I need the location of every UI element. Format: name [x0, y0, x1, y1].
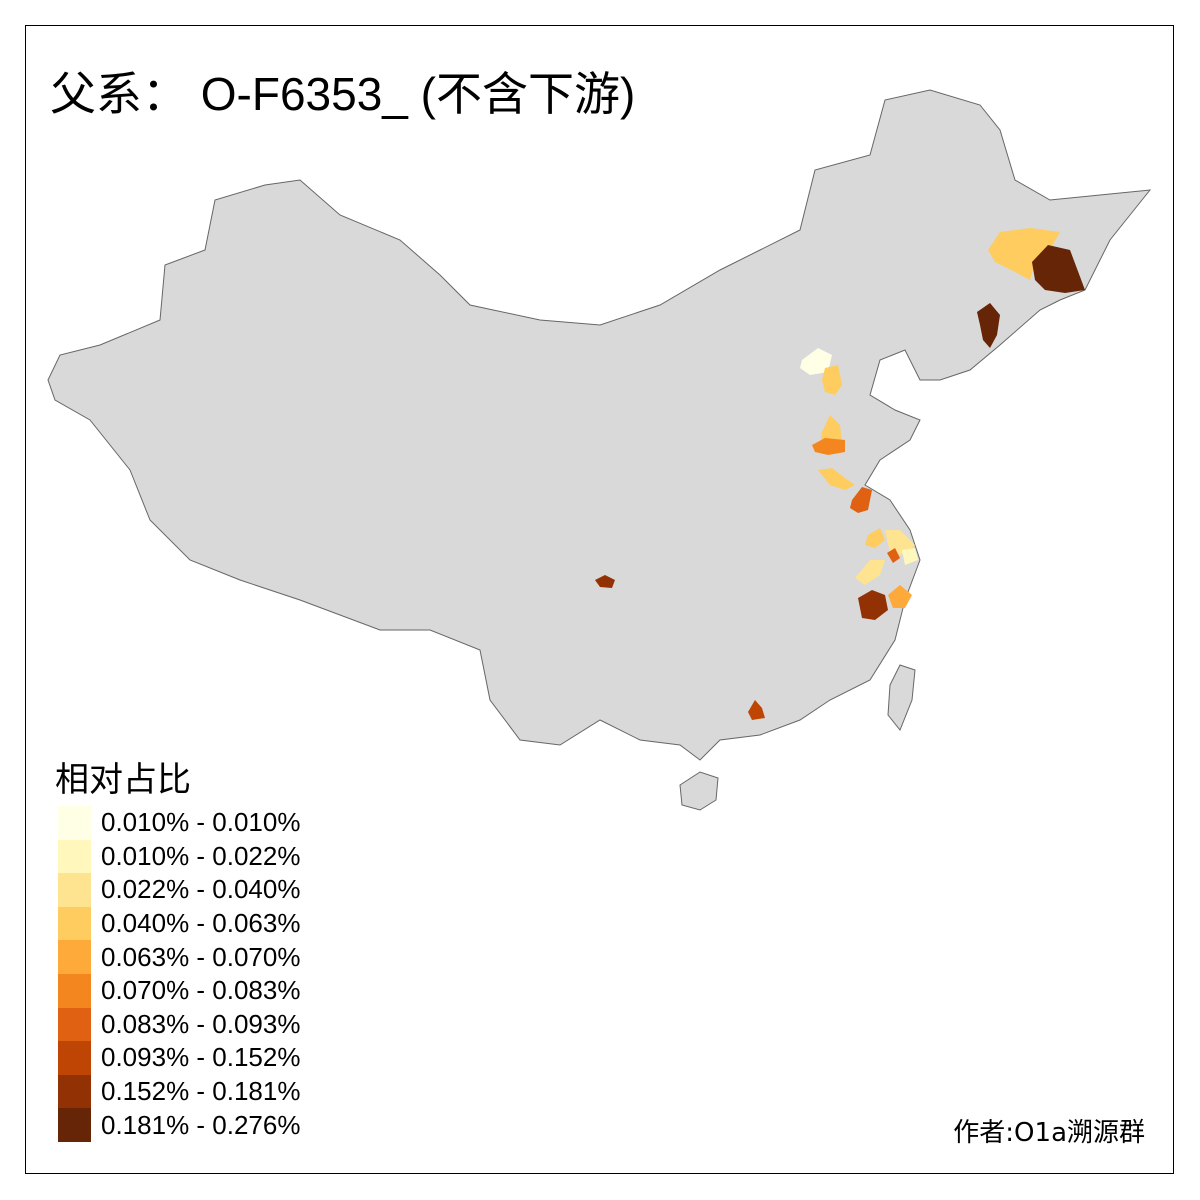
legend-title: 相对占比 — [55, 760, 191, 800]
legend-item: 0.181% - 0.276% — [58, 1108, 300, 1142]
map-title: 父系： O-F6353_ (不含下游) — [50, 68, 636, 120]
legend-swatch — [58, 806, 91, 840]
legend-swatch — [58, 839, 91, 874]
legend-swatch — [58, 1041, 91, 1075]
author-credit: 作者:O1a溯源群 — [953, 1118, 1145, 1148]
legend-label: 0.093% - 0.152% — [101, 1042, 301, 1073]
legend-label: 0.010% - 0.022% — [101, 840, 301, 871]
highlighted-region — [812, 438, 845, 455]
legend-item: 0.010% - 0.010% — [58, 806, 300, 840]
legend-item: 0.040% - 0.063% — [58, 906, 301, 941]
taiwan — [887, 664, 916, 731]
highlighted-region — [887, 548, 900, 563]
legend-label: 0.181% - 0.276% — [101, 1109, 301, 1140]
legend-swatch — [58, 1074, 91, 1109]
legend-swatch — [58, 906, 91, 941]
mainland-china — [47, 89, 1152, 761]
highlighted-region — [818, 468, 855, 490]
legend-label: 0.152% - 0.181% — [101, 1076, 301, 1107]
legend-label: 0.040% - 0.063% — [101, 908, 301, 939]
highlighted-region — [822, 365, 842, 395]
highlighted-region — [800, 348, 832, 375]
highlighted-region — [888, 585, 912, 608]
legend-swatch — [58, 873, 91, 907]
legend-item: 0.022% - 0.040% — [58, 873, 300, 907]
legend-label: 0.063% - 0.070% — [101, 941, 301, 972]
legend-item: 0.070% - 0.083% — [58, 973, 301, 1008]
legend-swatch — [58, 973, 91, 1008]
highlighted-region — [977, 303, 1000, 348]
legend-item: 0.063% - 0.070% — [58, 940, 300, 974]
highlighted-region — [865, 528, 885, 548]
highlighted-region — [855, 560, 885, 585]
legend-item: 0.152% - 0.181% — [58, 1074, 301, 1109]
highlighted-region — [748, 700, 765, 720]
legend-label: 0.022% - 0.040% — [101, 874, 301, 905]
legend-item: 0.083% - 0.093% — [58, 1007, 301, 1042]
map-frame — [25, 25, 1174, 1174]
legend-swatch — [58, 1108, 91, 1142]
highlighted-region — [885, 530, 915, 555]
legend: 0.010% - 0.010% 0.010% - 0.022% 0.022% - 0… — [58, 806, 300, 1142]
highlighted-region — [850, 487, 872, 513]
legend-item: 0.010% - 0.022% — [58, 839, 301, 874]
highlighted-region — [858, 590, 888, 620]
highlighted-region — [902, 548, 918, 565]
legend-label: 0.010% - 0.010% — [101, 807, 301, 838]
legend-swatch — [58, 1007, 91, 1042]
highlighted-region — [1032, 245, 1085, 293]
highlighted-region — [988, 228, 1060, 280]
hainan — [679, 771, 719, 811]
legend-label: 0.083% - 0.093% — [101, 1008, 301, 1039]
legend-item: 0.093% - 0.152% — [58, 1041, 300, 1075]
legend-swatch — [58, 940, 91, 974]
highlighted-region — [595, 575, 615, 588]
legend-label: 0.070% - 0.083% — [101, 975, 301, 1006]
